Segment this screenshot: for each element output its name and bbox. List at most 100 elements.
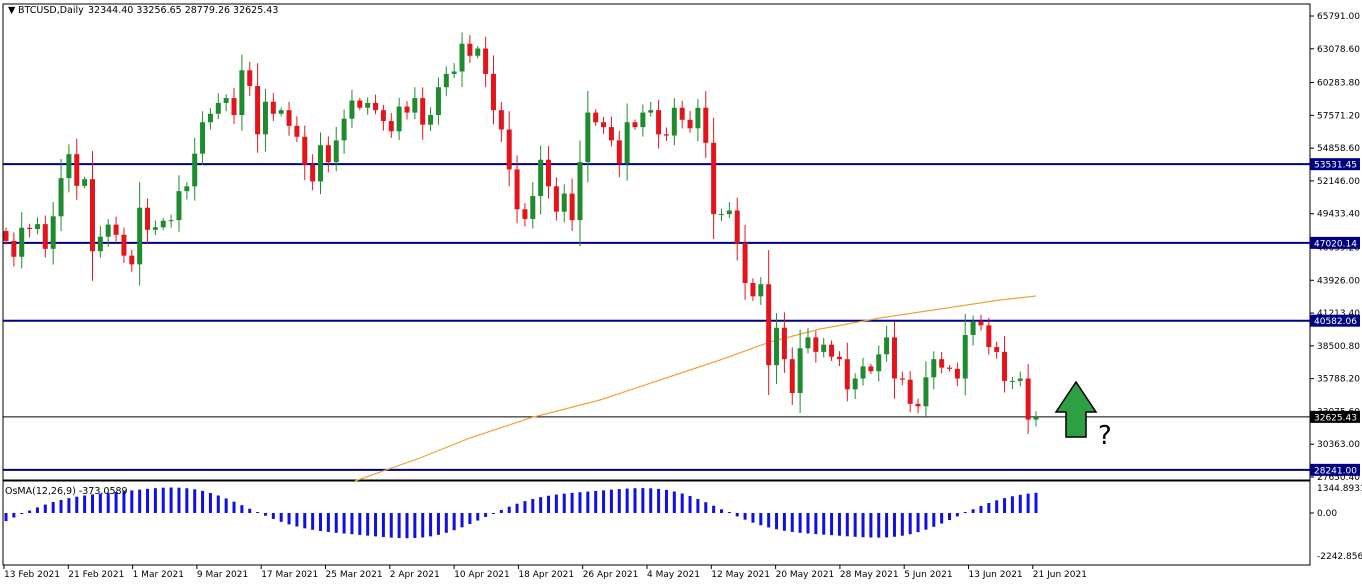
ma-line xyxy=(354,295,1037,482)
date-tick-label: 1 Mar 2021 xyxy=(133,570,184,580)
level-53531-tag-text: 53531.45 xyxy=(1314,161,1357,171)
candle-body xyxy=(907,379,913,404)
price-tick-label: 65791.00 xyxy=(1317,12,1360,22)
candle-body xyxy=(412,98,418,113)
price-tick-label: 57571.20 xyxy=(1317,111,1360,121)
osma-label: OsMA(12,26,9) -373.0589 xyxy=(5,486,128,497)
osma-bar xyxy=(877,513,881,538)
osma-bar xyxy=(885,513,889,538)
osma-bar xyxy=(1018,494,1022,513)
level-32625-tag xyxy=(1310,410,1360,423)
candle-body xyxy=(632,122,638,128)
osma-bar xyxy=(712,505,716,513)
candle-body xyxy=(758,284,764,297)
ohlc-label: 32344.40 33256.65 28779.26 32625.43 xyxy=(88,5,278,16)
osma-bar xyxy=(782,513,786,531)
osma-bar xyxy=(444,513,448,533)
osma-bar xyxy=(963,512,967,513)
candle-body xyxy=(577,162,583,221)
candle-body xyxy=(223,98,229,103)
price-tick-label: 30363.00 xyxy=(1317,440,1360,450)
date-tick-label: 18 Apr 2021 xyxy=(518,570,574,580)
candle-body xyxy=(255,85,261,135)
osma-histogram: 1344.8931 0.00 -2242.8562 xyxy=(4,484,1362,562)
osma-bar xyxy=(515,503,519,513)
candle-body xyxy=(836,356,842,360)
osma-bar xyxy=(130,490,134,513)
osma-bar xyxy=(476,513,480,521)
osma-bar xyxy=(122,491,126,513)
date-tick-label: 13 Feb 2021 xyxy=(4,570,60,580)
candle-body xyxy=(546,159,552,187)
candle-body xyxy=(522,209,528,219)
osma-bar xyxy=(531,498,535,513)
osma-bar xyxy=(900,513,904,536)
osma-bar xyxy=(759,513,763,526)
candle-body xyxy=(852,378,858,390)
osma-bar xyxy=(279,513,283,522)
osma-bar xyxy=(106,492,110,513)
osma-bar xyxy=(248,508,252,513)
osma-bar xyxy=(201,490,205,513)
osma-bar xyxy=(924,513,928,530)
candle-body xyxy=(388,121,394,132)
candle-body xyxy=(766,284,772,366)
candle-body xyxy=(970,321,976,335)
osma-bar xyxy=(594,490,598,513)
osma-bar xyxy=(342,513,346,534)
osma-bar xyxy=(853,513,857,537)
osma-bar xyxy=(12,513,16,518)
osma-bar xyxy=(169,487,173,513)
osma-bar xyxy=(429,513,433,537)
candle-body xyxy=(648,110,654,113)
osma-bar xyxy=(1026,493,1030,513)
level-32625-tag-text: 32625.43 xyxy=(1314,413,1357,423)
candle-body xyxy=(207,113,213,123)
candle-body xyxy=(325,145,331,163)
candle-body xyxy=(962,334,968,379)
candle-body xyxy=(145,207,151,230)
osma-bar xyxy=(979,505,983,513)
osma-bar xyxy=(767,513,771,528)
osma-bar xyxy=(374,513,378,537)
symbol-dropdown-icon[interactable]: ▼ xyxy=(8,5,16,16)
osma-bar xyxy=(625,488,629,513)
candle-body xyxy=(538,159,544,196)
candle-body xyxy=(247,70,253,86)
candle-body xyxy=(58,178,64,217)
date-tick-label: 28 May 2021 xyxy=(840,570,899,580)
candle-body xyxy=(34,224,40,229)
osma-bar xyxy=(743,513,747,520)
candle-body xyxy=(3,231,9,241)
osma-bar xyxy=(704,502,708,513)
price-tick-label: 60283.80 xyxy=(1317,79,1360,89)
candle-body xyxy=(695,107,701,129)
candle-body xyxy=(294,125,300,137)
candle-body xyxy=(671,107,677,136)
candle-body xyxy=(168,220,174,222)
osma-bar xyxy=(224,498,228,513)
date-tick-label: 13 Jun 2021 xyxy=(969,570,1023,580)
date-tick-label: 10 Apr 2021 xyxy=(454,570,510,580)
candle-body xyxy=(443,73,449,88)
candle-body xyxy=(569,193,575,221)
level-47020-tag-text: 47020.14 xyxy=(1314,239,1357,249)
osma-bar xyxy=(908,513,912,535)
osma-bar xyxy=(114,492,118,513)
osma-bar xyxy=(287,513,291,525)
candle-body xyxy=(640,112,646,128)
price-tick-label: 49433.40 xyxy=(1317,210,1360,220)
osma-bar xyxy=(350,513,354,535)
candle-body xyxy=(679,107,685,120)
candle-body xyxy=(899,378,905,380)
osma-bar xyxy=(311,513,315,530)
candle-body xyxy=(74,154,80,186)
candle-body xyxy=(868,366,874,372)
osma-bar xyxy=(177,487,181,513)
osma-bar xyxy=(90,494,94,513)
date-tick-label: 9 Mar 2021 xyxy=(197,570,248,580)
date-tick-label: 4 May 2021 xyxy=(647,570,700,580)
question-mark: ? xyxy=(1098,421,1112,451)
osma-bar xyxy=(806,513,810,534)
osma-bar xyxy=(232,501,236,513)
